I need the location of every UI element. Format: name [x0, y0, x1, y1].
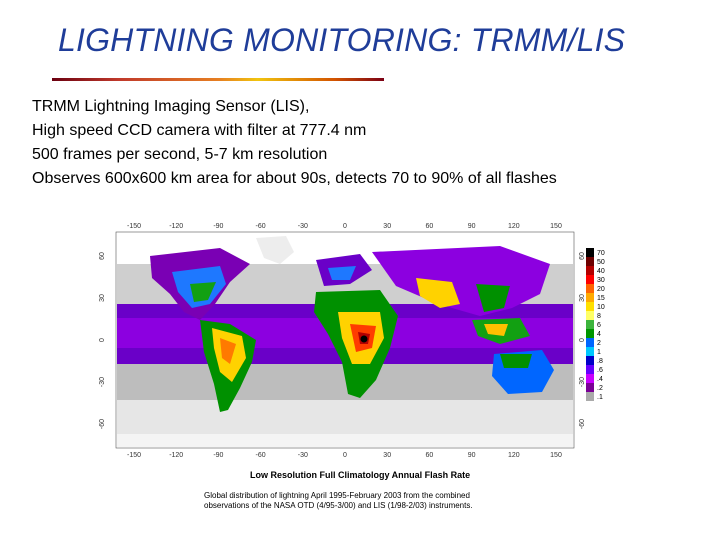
longitude-tick-label: -120	[169, 452, 183, 459]
colorbar-swatch	[586, 356, 594, 365]
colorbar-label: 30	[597, 277, 605, 284]
amazon-peak-activity	[220, 338, 236, 364]
longitude-tick-label: 90	[468, 452, 476, 459]
europe-activity	[328, 266, 356, 280]
colorbar-swatch	[586, 374, 594, 383]
latitude-tick-label: -60	[579, 419, 586, 429]
colorbar-swatch	[586, 347, 594, 356]
longitude-tick-label: 90	[468, 223, 476, 230]
colorbar-swatch	[586, 338, 594, 347]
colorbar-label: 6	[597, 322, 601, 329]
longitude-tick-label: -120	[169, 223, 183, 230]
bullet-item: 500 frames per second, 5-7 km resolution	[32, 146, 328, 163]
colorbar-swatch	[586, 329, 594, 338]
southern-ocean-band	[117, 400, 573, 440]
longitude-tick-label: 150	[550, 452, 562, 459]
latitude-tick-label: -30	[579, 377, 586, 387]
longitude-tick-label: 0	[343, 452, 347, 459]
colorbar-swatch	[586, 365, 594, 374]
longitude-tick-label: 30	[383, 223, 391, 230]
colorbar-swatch	[586, 311, 594, 320]
lightning-map-figure: -150 -120 -90 -60 -30 0 30 60 90 120 150 -150 -120-…	[80, 212, 620, 517]
flash-rate-maximum-marker	[360, 335, 368, 343]
latitude-tick-label: 0	[99, 338, 106, 342]
bullet-item: TRMM Lightning Imaging Sensor (LIS),	[32, 98, 310, 115]
latitude-tick-label: 30	[99, 294, 106, 302]
colorbar-label: 20	[597, 286, 605, 293]
map-color-field	[117, 236, 573, 447]
colorbar-swatch	[586, 266, 594, 275]
indonesia-activity	[484, 324, 508, 336]
colorbar-swatch	[586, 248, 594, 257]
colorbar-label: .8	[597, 358, 603, 365]
map-title: Low Resolution Full Climatology Annual F…	[250, 470, 471, 480]
colorbar-label: 8	[597, 313, 601, 320]
colorbar-swatch	[586, 293, 594, 302]
colorbar-swatch	[586, 392, 594, 401]
longitude-tick-label: 0	[343, 223, 347, 230]
colorbar-swatch	[586, 257, 594, 266]
latitude-tick-label: 0	[579, 338, 586, 342]
longitude-tick-label: -30	[298, 223, 308, 230]
colorbar-label: .6	[597, 367, 603, 374]
colorbar-label: 70	[597, 250, 605, 257]
colorbar-swatch	[586, 383, 594, 392]
flash-rate-colorbar: 70 50 40 30 20 15 10 8 6 4 2 1 .8 .6 .4 .2 .1	[586, 248, 605, 401]
longitude-tick-label: 150	[550, 223, 562, 230]
flash-rate-map: -150 -120 -90 -60 -30 0 30 60 90 120 150 -150 -120-…	[99, 223, 605, 459]
longitude-tick-label: -60	[256, 223, 266, 230]
bullet-item: Observes 600x600 km area for about 90s, …	[32, 170, 557, 187]
colorbar-label: 40	[597, 268, 605, 275]
colorbar-label: .1	[597, 394, 603, 401]
south-asia-activity	[416, 278, 460, 308]
longitude-tick-label: 60	[426, 223, 434, 230]
longitude-tick-label: -150	[127, 452, 141, 459]
longitude-tick-label: 120	[508, 223, 520, 230]
colorbar-swatch	[586, 275, 594, 284]
caption-line: observations of the NASA OTD (4/95-3/00)…	[204, 501, 473, 510]
longitude-tick-label: -150	[127, 223, 141, 230]
bullet-item: High speed CCD camera with filter at 777…	[32, 122, 367, 139]
longitude-tick-label: 30	[383, 452, 391, 459]
longitude-tick-label: 60	[426, 452, 434, 459]
greenland-region	[256, 236, 294, 264]
bullet-list: TRMM Lightning Imaging Sensor (LIS), Hig…	[32, 95, 557, 191]
latitude-tick-label: 60	[99, 252, 106, 260]
caption-line: Global distribution of lightning April 1…	[204, 491, 470, 500]
longitude-tick-label: -30	[298, 452, 308, 459]
longitude-tick-label: -90	[213, 452, 223, 459]
longitude-tick-label: 120	[508, 452, 520, 459]
colorbar-label: 4	[597, 331, 601, 338]
southeast-us-activity	[190, 282, 216, 302]
colorbar-swatch	[586, 320, 594, 329]
map-caption: Global distribution of lightning April 1…	[204, 491, 534, 511]
slide-title: LIGHTNING MONITORING: TRMM/LIS	[58, 22, 626, 58]
colorbar-label: 15	[597, 295, 605, 302]
northern-australia-activity	[500, 354, 532, 368]
latitude-tick-label: 60	[579, 252, 586, 260]
southeast-asia-activity	[476, 284, 510, 312]
colorbar-label: 10	[597, 304, 605, 311]
colorbar-swatch	[586, 302, 594, 311]
latitude-tick-label: 30	[579, 294, 586, 302]
latitude-tick-label: -30	[99, 377, 106, 387]
antarctica-region	[117, 434, 573, 447]
colorbar-swatch	[586, 284, 594, 293]
longitude-tick-label: -60	[256, 452, 266, 459]
colorbar-label: 1	[597, 349, 601, 356]
title-underline	[52, 78, 384, 81]
longitude-tick-label: -90	[213, 223, 223, 230]
latitude-tick-label: -60	[99, 419, 106, 429]
colorbar-label: .4	[597, 376, 603, 383]
colorbar-label: 2	[597, 340, 601, 347]
colorbar-label: 50	[597, 259, 605, 266]
colorbar-label: .2	[597, 385, 603, 392]
